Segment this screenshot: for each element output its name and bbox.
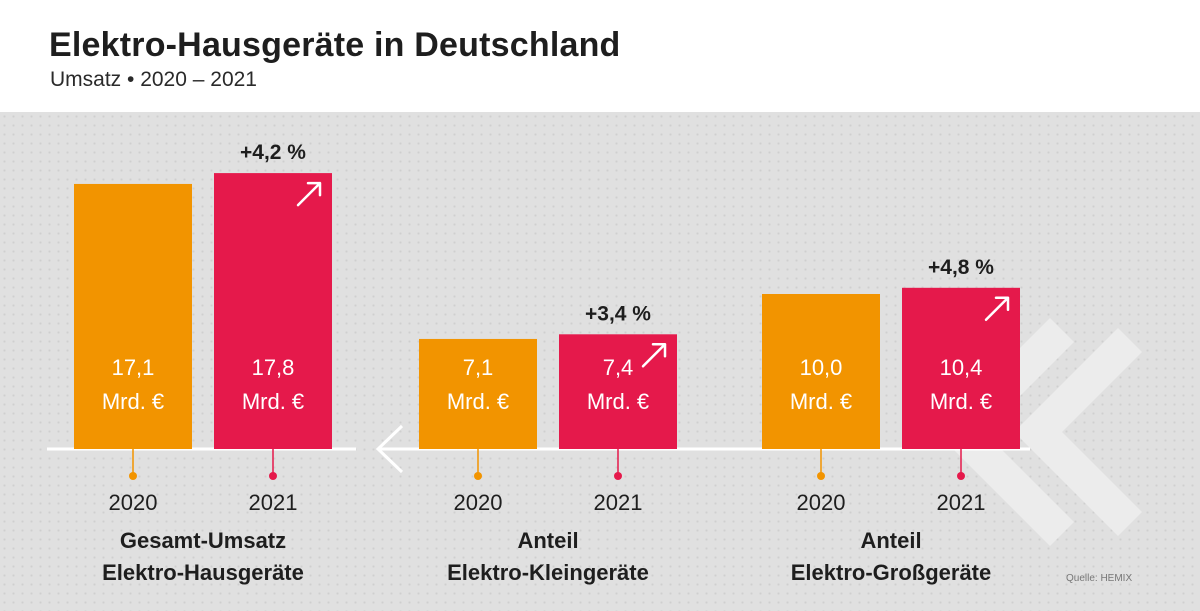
year-label-grossgeraete-2021: 2021 bbox=[937, 490, 986, 515]
value-label-grossgeraete-2021: 10,4 bbox=[940, 355, 983, 380]
growth-arrow-icon-grossgeraete bbox=[984, 296, 1010, 322]
year-label-kleingeraete-2021: 2021 bbox=[594, 490, 643, 515]
group-label-grossgeraete-line2: Elektro-Großgeräte bbox=[791, 560, 992, 585]
source-note: Quelle: HEMIX bbox=[1066, 573, 1133, 584]
watermark-chevron-right bbox=[1013, 327, 1143, 537]
page-title: Elektro-Hausgeräte in Deutschland bbox=[49, 26, 621, 64]
unit-label-kleingeraete-2020: Mrd. € bbox=[447, 389, 509, 414]
growth-arrow-icon-kleingeraete bbox=[641, 343, 667, 368]
bar-gesamt-2021 bbox=[214, 173, 332, 449]
page-subtitle: Umsatz • 2020 – 2021 bbox=[50, 68, 257, 91]
bar-grossgeraete-2021 bbox=[902, 287, 1020, 449]
year-label-gesamt-2020: 2020 bbox=[109, 490, 158, 515]
bar-gesamt-2020 bbox=[74, 183, 192, 449]
year-label-kleingeraete-2020: 2020 bbox=[454, 490, 503, 515]
unit-label-grossgeraete-2021: Mrd. € bbox=[930, 389, 992, 414]
bar-grossgeraete-2020 bbox=[762, 294, 880, 449]
value-label-grossgeraete-2020: 10,0 bbox=[800, 355, 843, 380]
change-label-kleingeraete: +3,4 % bbox=[585, 302, 651, 325]
value-label-gesamt-2021: 17,8 bbox=[252, 355, 295, 380]
tick-dot-gesamt-2021 bbox=[269, 472, 277, 480]
tick-dot-kleingeraete-2021 bbox=[614, 472, 622, 480]
group-label-kleingeraete-line2: Elektro-Kleingeräte bbox=[447, 560, 649, 585]
group-label-gesamt-line2: Elektro-Hausgeräte bbox=[102, 560, 304, 585]
header: Elektro-Hausgeräte in Deutschland Umsatz… bbox=[0, 0, 1200, 112]
unit-label-gesamt-2020: Mrd. € bbox=[102, 389, 164, 414]
tick-dot-grossgeraete-2020 bbox=[817, 472, 825, 480]
baseline-arrow-icon bbox=[375, 424, 404, 474]
bar-kleingeraete-2020 bbox=[419, 338, 537, 449]
value-label-kleingeraete-2021: 7,4 bbox=[603, 355, 634, 380]
group-label-grossgeraete-line1: Anteil bbox=[860, 528, 921, 553]
year-label-gesamt-2021: 2021 bbox=[249, 490, 298, 515]
group-label-gesamt-line1: Gesamt-Umsatz bbox=[120, 528, 286, 553]
unit-label-kleingeraete-2021: Mrd. € bbox=[587, 389, 649, 414]
unit-label-gesamt-2021: Mrd. € bbox=[242, 389, 304, 414]
tick-dot-kleingeraete-2020 bbox=[474, 472, 482, 480]
group-label-kleingeraete-line1: Anteil bbox=[517, 528, 578, 553]
change-label-grossgeraete: +4,8 % bbox=[928, 256, 994, 279]
unit-label-grossgeraete-2020: Mrd. € bbox=[790, 389, 852, 414]
tick-dot-gesamt-2020 bbox=[129, 472, 137, 480]
year-label-grossgeraete-2020: 2020 bbox=[797, 490, 846, 515]
value-label-kleingeraete-2020: 7,1 bbox=[463, 355, 494, 380]
value-label-gesamt-2020: 17,1 bbox=[112, 355, 155, 380]
change-label-gesamt: +4,2 % bbox=[240, 141, 306, 164]
tick-dot-grossgeraete-2021 bbox=[957, 472, 965, 480]
growth-arrow-icon-gesamt bbox=[296, 181, 322, 207]
